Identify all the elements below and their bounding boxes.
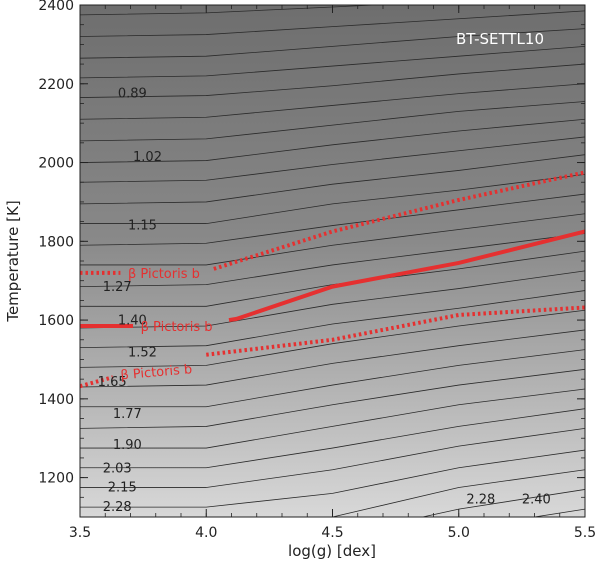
contour-line: [80, 213, 585, 266]
contour-line: [80, 388, 585, 449]
x-tick-label: 5.5: [574, 525, 596, 541]
y-tick-label: 1600: [38, 313, 74, 329]
contour-line: [80, 329, 585, 388]
contour-line: [80, 63, 585, 98]
contour-line: [80, 427, 585, 488]
contour-line: [326, 469, 585, 517]
model-label: BT-SETTL10: [456, 30, 544, 48]
y-tick-label: 2000: [38, 156, 74, 172]
contour-labels-group: 0.89 1.02 1.15 1.27 1.40 1.521.65 1.77 1.90 2.03…: [98, 86, 551, 515]
contour-line: [80, 136, 585, 183]
series-line-dotted: [213, 170, 585, 271]
contour-label: 0.89: [118, 86, 147, 101]
contour-label: 2.40: [522, 492, 551, 507]
contour-label: 1.02: [133, 150, 162, 165]
y-tick-label: 1200: [38, 471, 74, 487]
contour-label: 2.15: [108, 480, 137, 495]
contour-line: [80, 154, 585, 205]
series-label: β Pictoris b: [141, 320, 213, 335]
series-line-dotted: [80, 375, 114, 389]
contour-line: [80, 83, 585, 120]
contour-label: 1.15: [128, 218, 157, 233]
series-line-dotted: [206, 305, 585, 357]
contour-line: [80, 270, 585, 329]
contour-label: 1.52: [128, 346, 157, 361]
contour-line: [420, 489, 585, 517]
contour-line: [80, 28, 585, 59]
contour-label: 2.03: [103, 461, 132, 476]
y-tick-label: 2200: [38, 77, 74, 93]
contour-line: [80, 449, 585, 508]
contour-label: 1.40: [118, 313, 147, 328]
contour-line: [80, 101, 585, 142]
x-axis-title: log(g) [dex]: [288, 542, 376, 560]
series-line-solid: [228, 229, 585, 323]
contour-line: [80, 118, 585, 163]
x-tick-label: 3.5: [69, 525, 91, 541]
contour-label: 1.77: [113, 407, 142, 422]
contour-lines: [80, 5, 585, 517]
contour-label: 2.28: [103, 500, 132, 515]
contour-line: [80, 349, 585, 408]
plot-background: [80, 5, 585, 517]
y-tick-label: 1800: [38, 234, 74, 250]
contour-label: 1.27: [103, 280, 132, 295]
contour-label: 1.90: [113, 438, 142, 453]
contour-line: [80, 408, 585, 469]
contour-line: [80, 290, 585, 349]
y-tick-label: 2400: [38, 0, 74, 14]
axis-ticks: 3.5 4.0 4.5 5.0 5.5 1200 1400 1600 1800 2000 2200 2…: [38, 0, 596, 541]
y-tick-label: 1400: [38, 392, 74, 408]
contour-line: [80, 45, 585, 79]
contour-line: [80, 193, 585, 246]
x-tick-label: 4.5: [321, 525, 343, 541]
contour-line: [80, 309, 585, 368]
series-label: β Pictoris b: [120, 362, 193, 383]
y-axis-title: Temperature [K]: [4, 200, 22, 322]
contour-line: [80, 368, 585, 429]
x-tick-label: 4.0: [195, 525, 217, 541]
contour-line: [80, 10, 585, 37]
series-label: β Pictoris b: [128, 267, 200, 282]
contour-line: [80, 233, 585, 287]
contour-label: 2.28: [466, 492, 495, 507]
red-series-group: [80, 170, 585, 389]
contour-line: [80, 173, 585, 224]
x-tick-label: 5.0: [448, 525, 470, 541]
contour-label: 1.65: [98, 375, 127, 390]
